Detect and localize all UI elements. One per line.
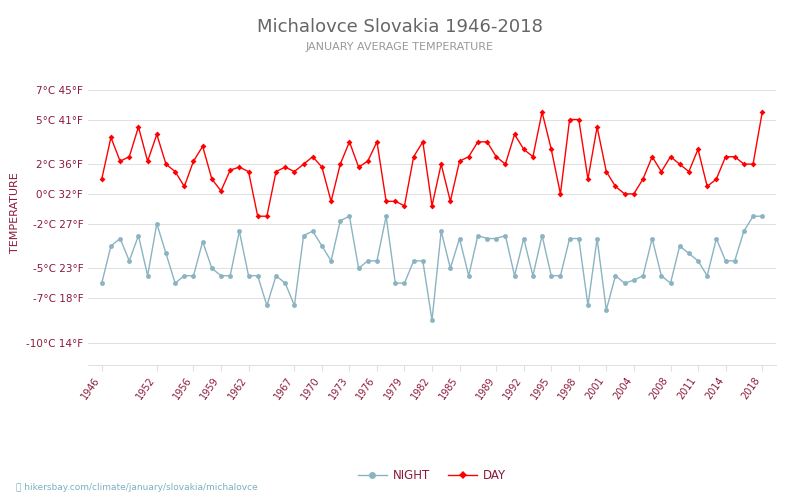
Y-axis label: TEMPERATURE: TEMPERATURE	[10, 172, 21, 253]
Text: JANUARY AVERAGE TEMPERATURE: JANUARY AVERAGE TEMPERATURE	[306, 42, 494, 52]
Legend: NIGHT, DAY: NIGHT, DAY	[353, 465, 511, 487]
Text: Michalovce Slovakia 1946-2018: Michalovce Slovakia 1946-2018	[257, 18, 543, 36]
Text: 🔴 hikersbay.com/climate/january/slovakia/michalovce: 🔴 hikersbay.com/climate/january/slovakia…	[16, 484, 258, 492]
